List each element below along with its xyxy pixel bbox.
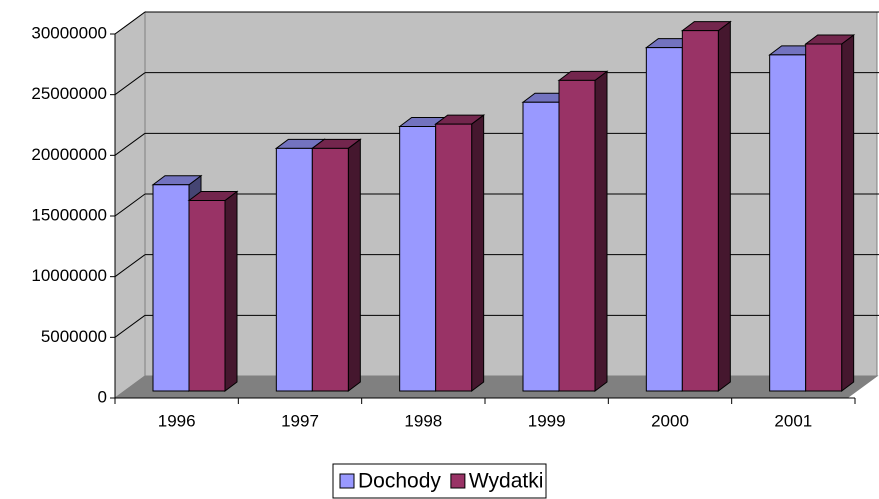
- legend-label: Wydatki: [469, 470, 544, 493]
- bar-front: [522, 101, 560, 392]
- bar-front: [769, 54, 807, 392]
- y-tick-label: 5000000: [41, 327, 107, 346]
- bar-front: [805, 43, 843, 392]
- bar-front: [681, 30, 719, 392]
- bar: [557, 70, 609, 392]
- y-tick-label: 15000000: [31, 205, 107, 224]
- x-tick-label: 1998: [404, 411, 442, 430]
- y-tick-label: 10000000: [31, 266, 107, 285]
- grid-line-side: [114, 193, 146, 217]
- legend-swatch: [339, 473, 355, 489]
- x-tick-label: 2000: [651, 411, 689, 430]
- grid-line-side: [114, 11, 146, 35]
- grid-line-side: [114, 314, 146, 338]
- legend-box: [332, 463, 547, 499]
- x-tick-label: 1996: [158, 411, 196, 430]
- bar-front: [645, 47, 683, 392]
- bar-front: [152, 184, 190, 392]
- bar-front: [311, 147, 349, 392]
- legend-label: Dochody: [358, 470, 441, 493]
- bar-side: [717, 20, 731, 392]
- legend-swatch: [450, 473, 466, 489]
- x-tick-label: 2001: [774, 411, 812, 430]
- bar-side: [224, 190, 238, 392]
- y-tick-label: 0: [98, 387, 107, 406]
- x-tick-label: 1997: [281, 411, 319, 430]
- bar: [434, 114, 486, 392]
- bar-front: [275, 147, 313, 392]
- bar: [310, 138, 362, 392]
- grid-line-side: [114, 254, 146, 278]
- bar-side: [594, 70, 608, 392]
- bar-front: [435, 123, 473, 392]
- grid-line-side: [114, 132, 146, 156]
- bar-side: [841, 33, 855, 392]
- bar-side: [347, 138, 361, 392]
- grid-line-side: [114, 72, 146, 96]
- y-tick-label: 30000000: [31, 23, 107, 42]
- bar-front: [399, 125, 437, 392]
- bar-front: [558, 79, 596, 392]
- y-tick-label: 20000000: [31, 145, 107, 164]
- bar: [680, 20, 732, 392]
- bar-side: [471, 114, 485, 392]
- bar: [187, 190, 239, 392]
- x-tick-label: 1999: [528, 411, 566, 430]
- bar-front: [188, 200, 226, 392]
- y-tick-label: 25000000: [31, 84, 107, 103]
- bar: [804, 33, 856, 392]
